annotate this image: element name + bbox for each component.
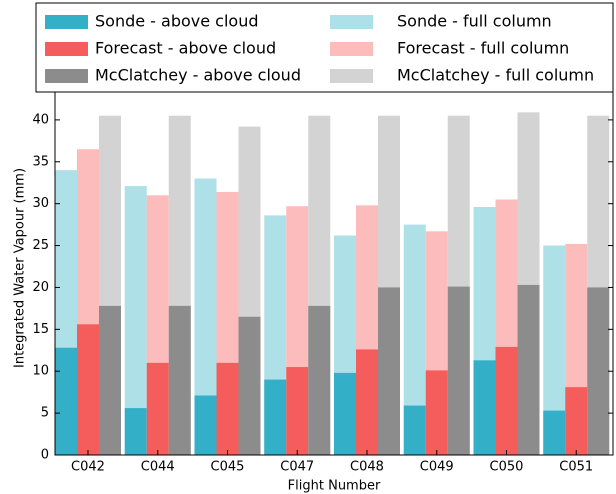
bar [403,224,426,455]
y-axis-label: Integrated Water Vapour (mm) [13,168,28,368]
bar [565,387,588,455]
y-tick-label: 20 [32,280,49,295]
bar [308,305,331,455]
y-tick-label: 10 [32,364,49,379]
bar [495,346,518,455]
legend-swatch [330,69,373,83]
legend-swatch [45,42,88,56]
x-tick-label: C049 [420,460,454,475]
bar [473,360,496,455]
bar [146,362,169,455]
legend: Sonde - above cloud Forecast - above clou… [35,2,614,93]
x-tick-label: C050 [490,460,524,475]
x-tick-label: C045 [211,460,245,475]
bar [447,286,470,455]
x-tick-label: C047 [280,460,314,475]
legend-label: Sonde - above cloud [95,12,259,31]
bar [124,408,147,455]
legend-label: Forecast - full column [397,39,569,58]
bar [99,305,121,455]
legend-swatch [330,15,373,29]
legend-label: McClatchey - full column [397,66,594,85]
bar [124,186,147,455]
y-tick-label: 30 [32,196,49,211]
legend-swatch [330,42,373,56]
bar [194,178,217,456]
legend-box [35,2,614,93]
bar [168,305,191,455]
bar [403,405,426,455]
x-tick-label: C042 [71,460,105,475]
bar [286,367,309,455]
bar [264,379,287,455]
y-tick-label: 35 [32,154,49,169]
y-tick-label: 15 [32,322,49,337]
bar [543,410,566,455]
legend-label: McClatchey - above cloud [95,66,301,85]
x-tick-label: C051 [559,460,593,475]
legend-swatch [45,69,88,83]
x-tick-label: C048 [350,460,384,475]
legend-label: Sonde - full column [397,12,552,31]
legend-label: Forecast - above cloud [95,39,276,58]
bar [587,287,610,455]
bar [216,362,239,455]
x-tick-label: C044 [141,460,175,475]
bar [77,324,99,455]
y-tick-label: 25 [32,238,49,253]
y-tick-label: 5 [41,406,49,421]
x-axis-label: Flight Number [288,479,381,494]
y-tick-label: 0 [41,448,49,463]
bar [334,372,356,455]
y-tick-label: 40 [32,112,49,127]
bar [543,245,566,455]
bar [517,284,540,455]
bar [194,395,217,455]
bar [425,370,448,455]
legend-swatch [45,15,88,29]
bar [356,349,378,455]
bar [55,347,77,455]
bar [378,287,400,455]
bar [238,316,261,455]
